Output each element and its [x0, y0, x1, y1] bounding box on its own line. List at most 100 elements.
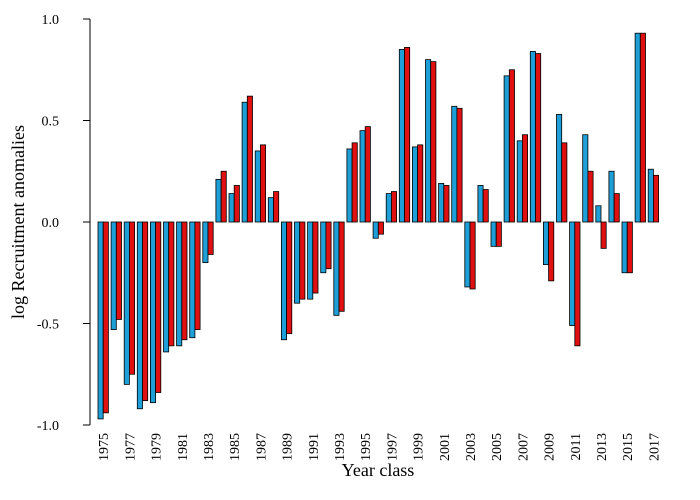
x-tick-label: 1991 — [307, 433, 322, 461]
bar-2015-series-1 — [621, 221, 628, 274]
y-axis: -1.0 -0.5 0.0 0.5 1.0 — [37, 13, 91, 434]
bar-2017-series-2 — [653, 174, 660, 223]
bar-2003-series-2 — [469, 221, 476, 290]
bar-2004-series-1 — [477, 185, 484, 223]
bar-1984-series-1 — [215, 178, 222, 223]
y-tick-label: -0.5 — [37, 318, 59, 333]
bar-1994-series-2 — [351, 142, 358, 223]
bar-2015-series-2 — [626, 221, 633, 274]
x-tick-label: 2003 — [464, 433, 479, 461]
x-axis-label: Year class — [342, 460, 415, 480]
bar-1988-series-2 — [273, 191, 280, 223]
bar-2005-series-2 — [495, 221, 502, 247]
x-tick-label: 1977 — [123, 433, 138, 461]
bar-1995-series-2 — [364, 126, 371, 223]
bar-1975-series-1 — [97, 221, 104, 420]
bar-2004-series-2 — [482, 189, 489, 223]
bar-1994-series-1 — [346, 148, 353, 223]
x-tick-label: 2001 — [438, 433, 453, 461]
bar-1997-series-2 — [390, 191, 397, 223]
x-tick-label: 1989 — [281, 433, 296, 461]
bar-1991-series-1 — [307, 221, 314, 300]
bar-1983-series-2 — [207, 221, 214, 255]
bar-1987-series-2 — [259, 144, 266, 223]
bar-2010-series-1 — [556, 114, 563, 223]
bar-2011-series-1 — [569, 221, 576, 326]
bar-1995-series-1 — [359, 130, 366, 223]
bar-1975-series-2 — [102, 221, 109, 414]
bar-2014-series-2 — [613, 193, 620, 223]
bar-1985-series-1 — [228, 193, 235, 223]
bar-1990-series-2 — [299, 221, 306, 300]
bar-2000-series-2 — [430, 61, 437, 223]
bar-1989-series-1 — [280, 221, 287, 341]
x-tick-label: 1975 — [97, 433, 112, 461]
x-tick-label: 1993 — [333, 433, 348, 461]
bar-1990-series-1 — [294, 221, 301, 304]
bar-1992-series-2 — [325, 221, 332, 270]
bar-1996-series-1 — [372, 221, 379, 239]
bar-1976-series-1 — [110, 221, 117, 330]
x-tick-label: 2009 — [543, 433, 558, 461]
bar-1985-series-2 — [233, 185, 240, 223]
bar-2001-series-1 — [438, 183, 445, 223]
bar-1983-series-1 — [202, 221, 209, 263]
bar-1981-series-2 — [181, 221, 188, 341]
bar-2008-series-2 — [535, 53, 542, 223]
bar-1998-series-1 — [398, 49, 405, 223]
bar-2006-series-1 — [503, 75, 510, 223]
bar-1979-series-2 — [155, 221, 162, 393]
x-tick-label: 1981 — [176, 433, 191, 461]
bar-2009-series-1 — [543, 221, 550, 266]
bar-2000-series-1 — [425, 59, 432, 223]
bar-2001-series-2 — [443, 185, 450, 223]
bar-1997-series-1 — [385, 193, 392, 223]
bar-1992-series-1 — [320, 221, 327, 274]
bar-1999-series-2 — [417, 144, 424, 223]
bar-1998-series-2 — [404, 47, 411, 223]
y-tick-label: 1.0 — [42, 13, 60, 28]
x-tick-label: 2017 — [647, 433, 662, 461]
bar-1993-series-1 — [333, 221, 340, 316]
bar-1993-series-2 — [338, 221, 345, 312]
bar-1986-series-2 — [246, 95, 253, 223]
bar-2013-series-2 — [600, 221, 607, 249]
bar-1989-series-2 — [286, 221, 293, 335]
bar-1980-series-1 — [163, 221, 170, 353]
bar-1977-series-1 — [123, 221, 130, 385]
bar-1978-series-1 — [136, 221, 143, 410]
x-tick-label: 2015 — [621, 433, 636, 461]
x-tick-label: 1987 — [254, 433, 269, 461]
x-tick-label: 2013 — [595, 433, 610, 461]
bar-2016-series-1 — [634, 32, 641, 223]
x-tick-label: 2011 — [569, 433, 584, 460]
x-tick-label: 1999 — [412, 433, 427, 461]
bar-2002-series-1 — [451, 105, 458, 223]
x-tick-label: 1985 — [228, 433, 243, 461]
bar-2009-series-2 — [548, 221, 555, 282]
y-axis-label: log Recruitment anomalies — [8, 125, 28, 319]
y-tick-label: 0.0 — [42, 216, 60, 231]
x-tick-label: 1979 — [150, 433, 165, 461]
y-tick-label: 0.5 — [42, 115, 60, 130]
bar-2007-series-2 — [522, 134, 529, 223]
bar-1980-series-2 — [168, 221, 175, 347]
bar-1978-series-2 — [142, 221, 149, 402]
bar-1987-series-1 — [254, 150, 261, 223]
bar-2011-series-2 — [574, 221, 581, 347]
bar-1982-series-1 — [189, 221, 196, 339]
bar-2006-series-2 — [508, 69, 515, 223]
bar-1976-series-2 — [115, 221, 122, 320]
bar-2002-series-2 — [456, 107, 463, 223]
bar-1981-series-1 — [176, 221, 183, 347]
bar-2017-series-1 — [647, 168, 654, 223]
bar-2007-series-1 — [516, 140, 523, 223]
bar-1984-series-2 — [220, 170, 227, 223]
bar-1988-series-1 — [267, 197, 274, 223]
bar-1999-series-1 — [411, 146, 418, 223]
bar-2013-series-1 — [595, 205, 602, 223]
x-tick-label: 1983 — [202, 433, 217, 461]
x-tick-label: 1995 — [359, 433, 374, 461]
x-tick-label: 2005 — [490, 433, 505, 461]
